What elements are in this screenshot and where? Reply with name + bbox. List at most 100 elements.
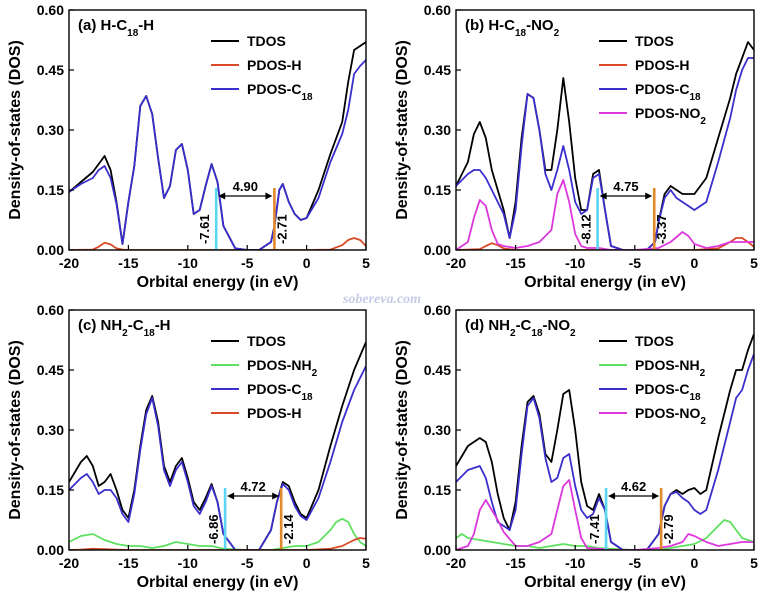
series-line-3 <box>456 479 754 550</box>
level-label-1: -2.71 <box>274 214 289 244</box>
level-label-1: -2.79 <box>661 514 676 544</box>
x-axis-label: Orbital energy (in eV) <box>137 274 299 291</box>
x-tick-label: 5 <box>750 255 758 271</box>
legend-entry: TDOS <box>635 33 674 49</box>
gap-arrow-head-right <box>645 192 653 200</box>
x-tick-label: -20 <box>59 255 79 271</box>
y-tick-label: 0.45 <box>37 62 64 78</box>
legend-name: PDOS-C <box>635 81 689 97</box>
series-line-2 <box>69 365 366 550</box>
y-axis-label: Density-of-states (DOS) <box>394 40 411 220</box>
legend-name: TDOS <box>635 333 674 349</box>
legend-sub: 18 <box>689 392 701 403</box>
y-tick-label: 0.00 <box>424 242 451 258</box>
y-tick-label: 0.45 <box>37 362 64 378</box>
y-tick-label: 0.00 <box>37 242 64 258</box>
gap-label: 4.72 <box>240 479 265 494</box>
watermark: sobereva.com <box>342 292 421 307</box>
x-tick-label: 0 <box>303 555 311 571</box>
legend-entry: PDOS-H <box>635 57 689 73</box>
legend-name: PDOS-H <box>247 405 301 421</box>
legend-entry: PDOS-C18 <box>247 81 313 103</box>
y-tick-label: 0.60 <box>424 302 451 318</box>
title-sub: 18 <box>515 28 527 39</box>
level-label-0: -7.41 <box>587 514 602 544</box>
gap-arrow-head-left <box>227 492 235 500</box>
series-line-2 <box>69 59 366 250</box>
legend-entry: PDOS-H <box>247 405 301 421</box>
x-tick-label: 5 <box>750 555 758 571</box>
x-tick-label: -5 <box>629 255 642 271</box>
legend-name: TDOS <box>247 33 286 49</box>
legend-name: PDOS-H <box>635 57 689 73</box>
legend-name: PDOS-NH <box>247 357 312 373</box>
series-line-1 <box>456 237 754 250</box>
y-tick-label: 0.45 <box>424 362 451 378</box>
x-axis-label: Orbital energy (in eV) <box>524 274 686 291</box>
x-tick-label: -20 <box>446 255 466 271</box>
gap-label: 4.75 <box>613 179 638 194</box>
y-tick-label: 0.60 <box>37 302 64 318</box>
legend-entry: TDOS <box>247 33 286 49</box>
y-tick-label: 0.30 <box>37 422 64 438</box>
legend-entry: TDOS <box>247 333 286 349</box>
gap-arrow-head-right <box>272 492 280 500</box>
legend-sub: 18 <box>301 92 313 103</box>
title-sub: 18 <box>531 328 543 339</box>
legend-name: PDOS-NO <box>635 405 700 421</box>
y-tick-label: 0.45 <box>424 62 451 78</box>
legend-entry: PDOS-NO2 <box>635 105 706 127</box>
y-tick-label: 0.15 <box>37 482 64 498</box>
legend-sub: 2 <box>700 116 706 127</box>
title-part: -NO <box>543 317 571 334</box>
title-sub: 2 <box>122 328 128 339</box>
series-line-3 <box>69 537 366 550</box>
level-label-1: -2.14 <box>281 514 296 544</box>
legend-name: PDOS-C <box>247 381 301 397</box>
series-line-2 <box>456 353 754 550</box>
title-part: (c) NH <box>78 317 122 334</box>
series-line-1 <box>69 517 366 550</box>
legend-name: PDOS-NO <box>635 105 700 121</box>
title-part: -C <box>128 317 144 334</box>
legend-name: TDOS <box>635 33 674 49</box>
x-tick-label: 0 <box>691 555 699 571</box>
plot-frame <box>68 9 367 251</box>
legend-entry: TDOS <box>635 333 674 349</box>
panel-title: (d) NH2-C18-NO2 <box>465 317 576 339</box>
series-line-2 <box>456 57 754 250</box>
title-part: -C <box>516 317 532 334</box>
y-tick-label: 0.30 <box>37 122 64 138</box>
x-tick-label: -5 <box>629 555 642 571</box>
legend-entry: PDOS-H <box>247 57 301 73</box>
series-line-0 <box>456 41 754 250</box>
legend-sub: 2 <box>700 368 706 379</box>
x-tick-label: -15 <box>505 255 525 271</box>
panel-title: (a) H-C18-H <box>78 17 154 39</box>
series-line-1 <box>69 237 366 250</box>
gap-arrow-head-left <box>218 192 226 200</box>
x-tick-label: -5 <box>241 555 254 571</box>
level-label-0: -8.12 <box>579 214 594 244</box>
title-part: (b) H-C <box>465 17 515 34</box>
legend-sub: 2 <box>700 416 706 427</box>
legend-name: TDOS <box>247 333 286 349</box>
series-line-0 <box>69 341 366 550</box>
legend-name: PDOS-H <box>247 57 301 73</box>
level-label-0: -6.86 <box>206 514 221 544</box>
y-tick-label: 0.15 <box>37 182 64 198</box>
x-tick-label: 5 <box>362 255 370 271</box>
x-tick-label: -15 <box>118 255 138 271</box>
x-tick-label: -20 <box>446 555 466 571</box>
legend-entry: PDOS-NO2 <box>635 405 706 427</box>
legend-sub: 2 <box>312 368 318 379</box>
panel-a: -7.61 -2.71 4.90 -20 -15 -10 -5 0 5 0.00 0.15 0.30 0… <box>7 2 370 291</box>
level-label-1: -3.37 <box>654 214 669 244</box>
y-tick-label: 0.15 <box>424 182 451 198</box>
legend-sub: 18 <box>301 392 313 403</box>
legend-entry: PDOS-NH2 <box>247 357 318 379</box>
y-tick-label: 0.30 <box>424 422 451 438</box>
panel-b: -8.12 -3.37 4.75 -20 -15 -10 -5 0 5 0.00 0.15 0.30 0… <box>394 2 758 291</box>
panel-title: (c) NH2-C18-H <box>78 317 171 339</box>
title-sub: 18 <box>127 28 139 39</box>
